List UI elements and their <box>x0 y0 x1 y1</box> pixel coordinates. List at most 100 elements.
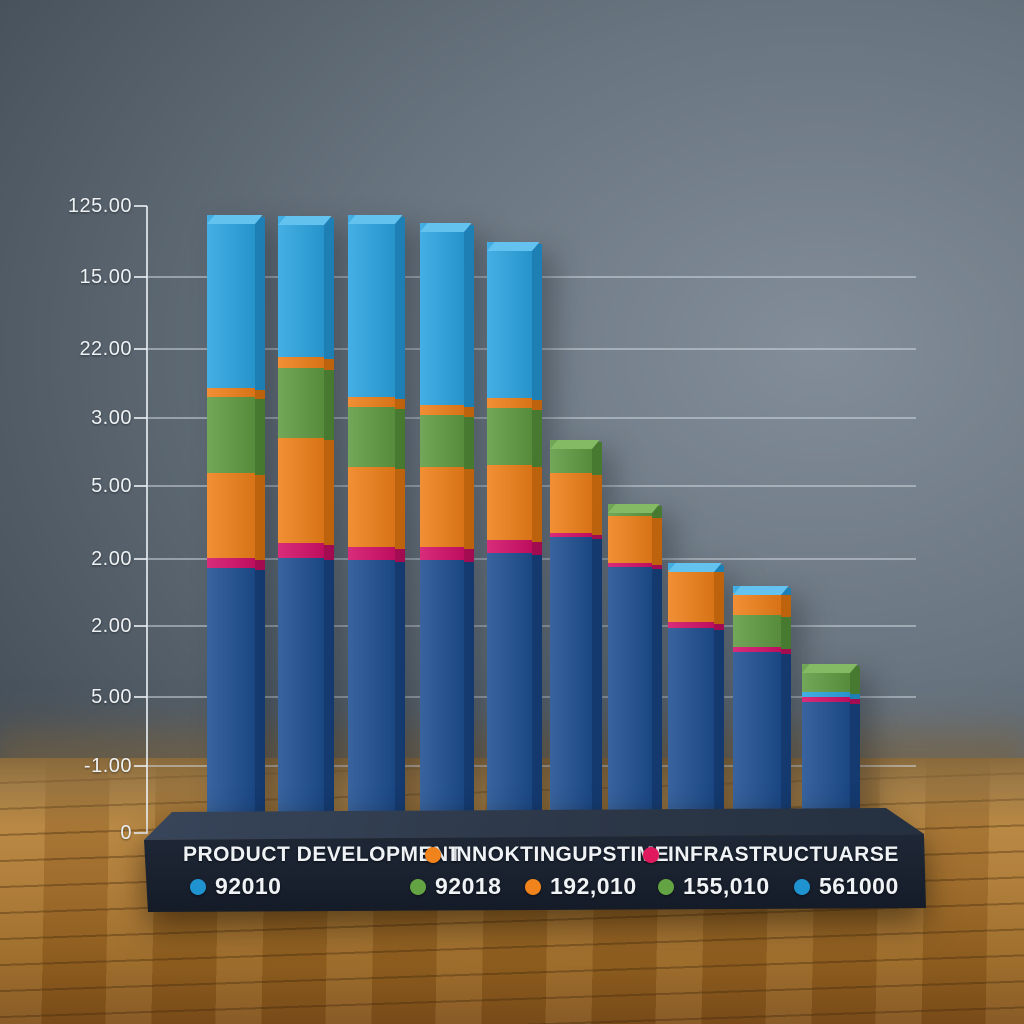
legend-item: 155,010 <box>658 873 770 900</box>
bar-segment-side-magenta <box>324 545 334 560</box>
bar-6 <box>550 440 602 818</box>
bar-segment-side-magenta <box>464 549 474 562</box>
bar-segment-side-orange <box>714 572 724 624</box>
bar-segment-side-green <box>255 399 265 475</box>
y-axis-tickmark <box>134 485 147 487</box>
bar-segment-side-lightblue <box>395 217 405 399</box>
bar-segment-side-orange <box>464 407 474 417</box>
bar-front-face <box>668 563 714 816</box>
bar-segment-orange <box>278 438 324 543</box>
bar-side-face <box>781 588 791 818</box>
bar-front-face <box>420 223 464 816</box>
bar-side-face <box>395 217 405 818</box>
bar-side-face <box>714 565 724 818</box>
bar-side-face <box>324 218 334 818</box>
bar-segment-green <box>207 397 255 473</box>
bar-segment-side-orange <box>592 475 602 535</box>
legend-label: 192,010 <box>550 873 637 899</box>
y-axis-tickmark <box>134 417 147 419</box>
bar-4 <box>420 223 474 818</box>
legend-bullet-icon <box>425 847 441 863</box>
bar-segment-side-orange <box>781 595 791 617</box>
legend-bullet-icon <box>658 878 674 895</box>
bar-side-face <box>652 506 662 818</box>
bar-segment-magenta <box>487 540 532 553</box>
bar-segment-lightblue <box>207 215 255 388</box>
bar-segment-darkblue <box>608 567 652 816</box>
bar-segment-orange <box>487 465 532 540</box>
bar-front-face <box>207 215 255 816</box>
bar-segment-magenta <box>278 543 324 558</box>
legend-item: PRODUCT DEVELOPMENT <box>183 843 462 867</box>
bar-5 <box>487 242 542 818</box>
bar-side-face <box>255 217 265 818</box>
base-plinth: PRODUCT DEVELOPMENT INNOKTINGUPSTIME INFRA… <box>138 806 930 914</box>
bar-segment-darkblue <box>278 558 324 816</box>
bar-segment-side-magenta <box>714 624 724 630</box>
bar-segment-side-lightblue <box>781 588 791 595</box>
bar-8 <box>668 563 724 818</box>
bar-segment-lightblue <box>487 242 532 398</box>
bar-segment-magenta <box>802 697 850 702</box>
bar-segment-magenta <box>550 533 592 537</box>
y-axis-tickmark <box>134 832 147 834</box>
bar-segment-orange <box>348 467 395 547</box>
y-axis-tickmark <box>134 696 147 698</box>
legend-item: 192,010 <box>525 873 637 900</box>
bar-side-face <box>850 666 860 818</box>
y-axis-tick-label: 3.00 <box>91 407 132 429</box>
bar-segment-darkblue <box>348 560 395 816</box>
bar-front-face <box>278 216 324 816</box>
bar-top-face <box>550 440 600 449</box>
y-axis-tick-label: -1.00 <box>83 755 132 777</box>
bar-top-face <box>802 664 858 673</box>
bar-segment-side-green <box>324 370 334 440</box>
bar-segment-side-orange <box>255 390 265 399</box>
bar-segment-darkblue <box>487 553 532 816</box>
y-axis-tick-label: 125.00 <box>67 195 132 217</box>
bar-segment-orange <box>420 467 464 547</box>
y-axis-line <box>146 206 148 834</box>
bar-segment-green <box>487 408 532 465</box>
bar-segment-side-magenta <box>850 699 860 704</box>
bar-segment-magenta <box>420 547 464 560</box>
legend-label: INFRASTRUCTUARSE <box>668 843 899 866</box>
bar-segment-side-green <box>781 617 791 649</box>
bar-segment-side-orange <box>652 518 662 565</box>
bar-top-face <box>420 223 472 232</box>
bar-segment-side-darkblue <box>592 539 602 818</box>
bar-segment-side-green <box>592 442 602 475</box>
bar-segment-lightblue <box>420 223 464 405</box>
bar-segment-magenta <box>348 547 395 560</box>
bar-segment-side-orange <box>464 469 474 549</box>
bar-segment-magenta <box>668 622 714 628</box>
bar-segment-darkblue <box>550 537 592 816</box>
bar-segment-side-magenta <box>532 542 542 555</box>
legend-label: PRODUCT DEVELOPMENT <box>183 843 463 866</box>
legend-label: 155,010 <box>683 873 770 899</box>
legend-item: INNOKTINGUPSTIME <box>425 843 669 867</box>
legend-label: INNOKTINGUPSTIME <box>450 843 670 866</box>
bar-segment-orange <box>420 405 464 415</box>
bar-segment-orange <box>348 397 395 407</box>
bar-top-face <box>608 504 660 513</box>
legend-label: 92018 <box>435 873 502 899</box>
bar-segment-side-orange <box>324 359 334 370</box>
bar-segment-side-lightblue <box>464 225 474 407</box>
y-axis-tick-label: 5.00 <box>91 686 132 708</box>
bar-segment-lightblue <box>348 215 395 397</box>
bar-segment-orange <box>207 473 255 558</box>
y-axis-tick-label: 2.00 <box>91 615 132 637</box>
bar-segment-orange <box>550 473 592 533</box>
bar-front-face <box>802 664 850 816</box>
bar-segment-orange <box>278 357 324 368</box>
y-axis-tickmark <box>134 205 147 207</box>
bar-segment-side-orange <box>255 475 265 560</box>
legend-item: 92010 <box>190 873 281 900</box>
legend-bullet-icon <box>525 878 541 895</box>
bar-segment-green <box>348 407 395 467</box>
legend-item: 561000 <box>794 873 899 900</box>
base-plinth-top-face <box>144 808 924 840</box>
bar-segment-side-magenta <box>652 565 662 569</box>
